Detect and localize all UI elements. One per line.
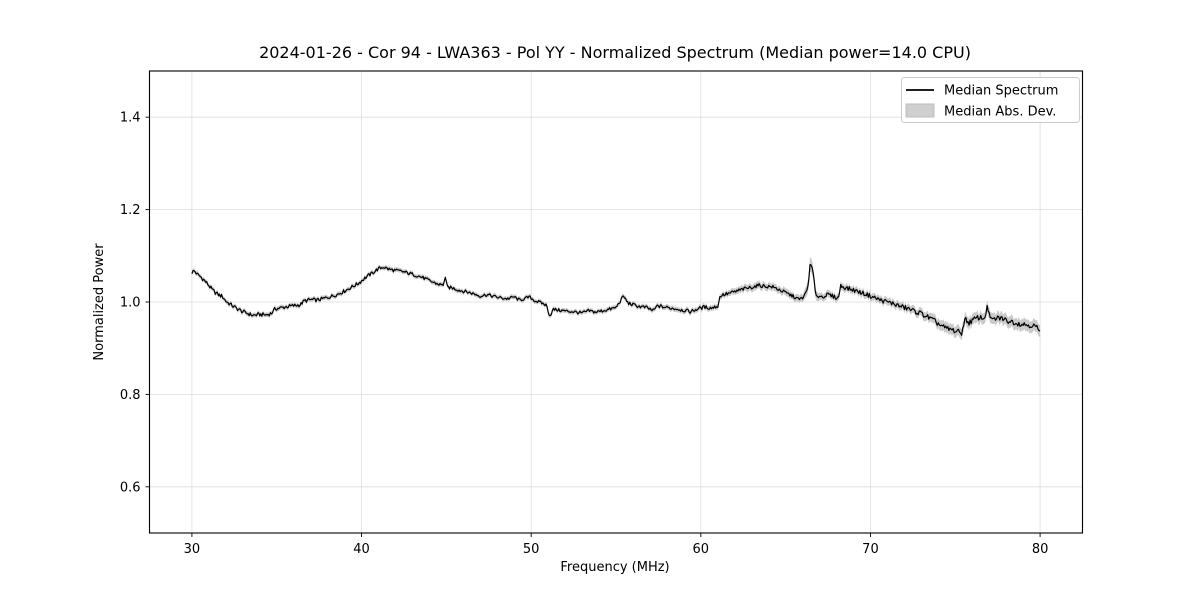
y-tick-label: 0.6 [120, 480, 141, 495]
axis-ticks [145, 116, 1041, 537]
y-tick-label: 1.2 [120, 203, 141, 218]
median-abs-dev-band [191, 257, 1041, 341]
y-tick-label: 1.4 [120, 111, 141, 126]
x-tick-label: 70 [862, 542, 879, 557]
median-spectrum-path [191, 263, 1041, 336]
y-tick-label: 0.8 [120, 388, 141, 403]
grid-lines [149, 71, 1083, 533]
legend: Median Spectrum Median Abs. Dev. [901, 77, 1080, 123]
legend-box [901, 77, 1080, 123]
x-tick-label: 80 [1032, 542, 1049, 557]
legend-label-median-abs-dev: Median Abs. Dev. [944, 105, 1056, 120]
x-axis-label: Frequency (MHz) [560, 560, 669, 575]
legend-patch-sample [905, 103, 935, 118]
x-tick-label: 30 [184, 542, 201, 557]
tick-labels: 30 40 50 60 70 80 0.6 0.8 1.0 1.2 1.4 [120, 111, 1049, 557]
y-tick-label: 1.0 [120, 296, 141, 311]
legend-label-median-spectrum: Median Spectrum [944, 84, 1058, 99]
mad-band-area [191, 257, 1041, 341]
x-tick-label: 50 [523, 542, 540, 557]
y-axis-label: Normalized Power [92, 243, 107, 361]
x-tick-label: 40 [353, 542, 370, 557]
chart-title: 2024-01-26 - Cor 94 - LWA363 - Pol YY - … [259, 43, 971, 62]
x-tick-label: 60 [693, 542, 710, 557]
median-spectrum-line [191, 263, 1041, 336]
